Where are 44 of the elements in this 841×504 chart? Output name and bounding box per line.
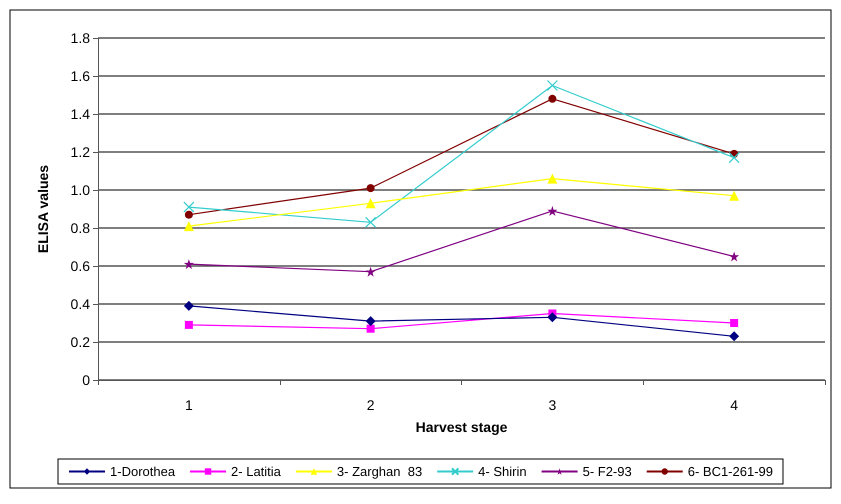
point bbox=[366, 198, 376, 208]
legend-label: 4- Shirin bbox=[478, 464, 527, 479]
point bbox=[184, 210, 193, 219]
point bbox=[547, 174, 558, 184]
point bbox=[184, 300, 194, 311]
point bbox=[728, 152, 740, 164]
legend-label: 2- Latitia bbox=[231, 464, 282, 479]
point bbox=[366, 266, 376, 277]
legend-label: 1-Dorothea bbox=[110, 464, 176, 479]
point bbox=[729, 190, 740, 201]
point bbox=[366, 316, 376, 326]
point bbox=[547, 312, 558, 322]
point bbox=[547, 206, 558, 216]
y-tick-label: 0.4 bbox=[70, 296, 90, 312]
y-tick-label: 0.2 bbox=[70, 334, 90, 350]
y-tick-label: 1.8 bbox=[70, 30, 90, 46]
x-tick-label: 1 bbox=[184, 397, 193, 413]
point bbox=[184, 320, 193, 329]
legend-label: 3- Zarghan 83 bbox=[336, 464, 422, 479]
point bbox=[365, 216, 376, 228]
point bbox=[729, 252, 740, 262]
point bbox=[548, 94, 556, 103]
point bbox=[729, 331, 740, 342]
x-tick-label: 2 bbox=[366, 397, 375, 413]
legend-label: 5- F2-93 bbox=[582, 464, 632, 479]
point bbox=[730, 319, 738, 327]
point bbox=[184, 259, 194, 270]
y-tick-label: 0.6 bbox=[70, 258, 90, 274]
y-tick-label: 1.2 bbox=[70, 144, 90, 160]
x-tick-label: 3 bbox=[548, 397, 556, 413]
y-tick-label: 1.0 bbox=[70, 182, 90, 198]
point bbox=[184, 221, 194, 232]
point bbox=[366, 324, 375, 333]
x-axis-title: Harvest stage bbox=[416, 419, 508, 435]
y-tick-label: 0 bbox=[82, 372, 90, 388]
y-tick-label: 1.4 bbox=[70, 106, 90, 122]
y-tick-label: 1.6 bbox=[70, 68, 90, 84]
y-tick-label: 0.8 bbox=[70, 220, 90, 236]
point bbox=[366, 184, 375, 192]
x-tick-label: 4 bbox=[730, 397, 738, 413]
point bbox=[183, 202, 194, 213]
y-axis-title: ELISA values bbox=[35, 164, 51, 254]
point bbox=[546, 80, 558, 92]
legend-label: 6- BC1-261-99 bbox=[688, 464, 774, 479]
